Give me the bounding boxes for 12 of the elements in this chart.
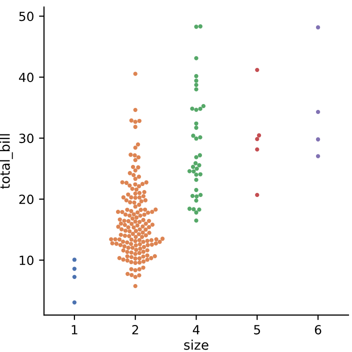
y-axis-title: total_bill	[0, 134, 13, 189]
x-tick-label: 6	[314, 324, 322, 334]
x-tick-label: 4	[192, 325, 200, 334]
x-axis-title: size	[184, 340, 208, 350]
x-tick-label: 5	[254, 325, 260, 334]
y-tick-label: 30	[19, 134, 34, 144]
y-tick-label: 10	[20, 256, 34, 266]
y-tick-label: 50	[19, 12, 34, 22]
y-tick-label: 20	[19, 194, 34, 204]
y-tick-label: 40	[18, 72, 34, 82]
x-tick-label: 1	[72, 325, 78, 334]
x-tick-label: 2	[132, 324, 138, 334]
